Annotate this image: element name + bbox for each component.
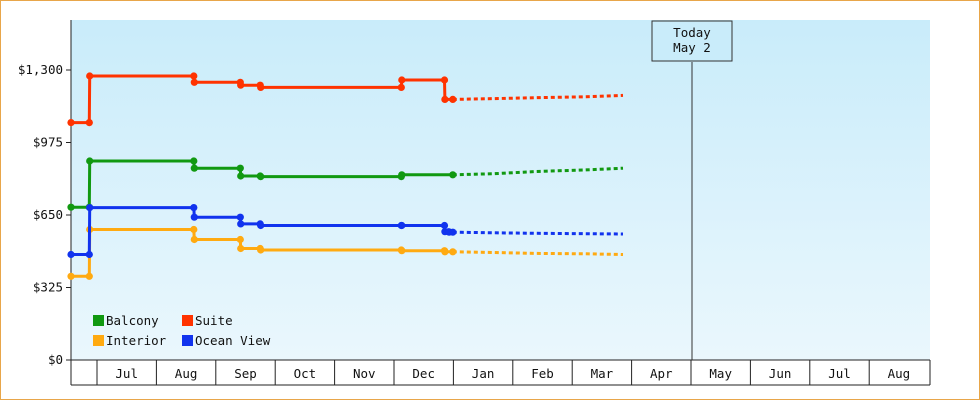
x-tick-label: Dec [412,366,435,381]
data-point [190,235,198,244]
data-point [398,221,406,230]
x-tick-label: Nov [353,366,376,381]
series-suite [67,72,624,127]
y-tick-label: $1,300 [18,62,63,77]
data-point [86,204,94,212]
data-point [398,247,406,255]
y-tick-label: $650 [33,207,63,222]
data-point [237,81,245,89]
x-tick-label: Jan [472,366,495,381]
legend-item-balcony: Balcony [93,313,159,328]
data-point [67,250,75,259]
y-tick-label: $0 [48,352,63,367]
x-tick-label: May [709,366,732,381]
data-point [397,83,405,91]
data-point [257,246,265,254]
data-point [190,213,198,221]
series-balcony [67,157,624,211]
data-point [236,164,244,172]
data-point [237,244,245,253]
legend-swatch [93,315,104,326]
legend-label: Balcony [106,313,159,328]
legend-label: Interior [106,333,167,348]
data-point [449,248,457,256]
legend-label: Suite [195,313,233,328]
data-point [441,248,449,256]
x-tick-label: Jun [769,366,792,381]
axes: $0 $325 $650 $975 $1,300 Jul Aug Sep Oct Nov Dec Ja… [18,20,931,386]
plot-background [71,20,930,360]
x-tick-label: Mar [591,366,614,381]
series-layer [67,72,624,280]
legend-swatch [182,315,193,326]
data-point [236,213,244,221]
data-point [190,164,198,172]
x-tick-label: Jul [115,366,138,381]
series-line [71,74,453,125]
data-point [86,72,94,80]
legend-swatch [182,335,193,346]
data-point [257,83,265,91]
today-label: Today [673,25,711,40]
data-point [441,95,449,103]
x-tick-label: Aug [888,366,911,381]
x-tick-label: Sep [234,366,257,381]
legend-item-ocean-view: Ocean View [182,333,271,348]
x-tick-label: Apr [650,366,673,381]
legend-item-interior: Interior [93,333,167,348]
legend-item-suite: Suite [182,313,233,328]
data-point [398,76,406,84]
y-tick-label: $325 [33,280,63,295]
data-point [85,119,93,127]
data-point [257,173,265,181]
data-point [190,72,198,80]
x-tick-label: Feb [531,366,554,381]
legend-swatch [93,335,104,346]
data-point [398,171,406,179]
data-point [237,220,245,228]
legend-label: Ocean View [195,333,271,348]
data-point [237,172,245,180]
legend: Balcony Suite Interior Ocean View [93,313,271,348]
data-point [440,221,449,230]
data-point [449,171,457,179]
data-point [190,78,198,86]
data-point [86,157,94,165]
series-interior [67,225,624,280]
today-box [651,20,733,62]
data-point [67,272,75,280]
x-tick-label: Aug [175,366,198,381]
series-line [71,228,453,278]
data-point [67,203,75,211]
x-tick-label: Oct [294,366,317,381]
data-point [449,95,457,103]
today-label: May 2 [673,40,711,55]
x-tick-label: Jul [828,366,851,381]
data-point [190,204,198,212]
data-point [257,221,265,230]
data-point [85,250,93,259]
data-point [190,157,198,165]
y-tick-label: $975 [33,135,63,150]
series-ocean-view [67,204,624,259]
data-point [85,272,93,280]
data-point [236,235,244,244]
data-point [67,119,75,127]
data-point [440,76,449,84]
data-point [449,228,457,236]
data-point [190,225,198,234]
